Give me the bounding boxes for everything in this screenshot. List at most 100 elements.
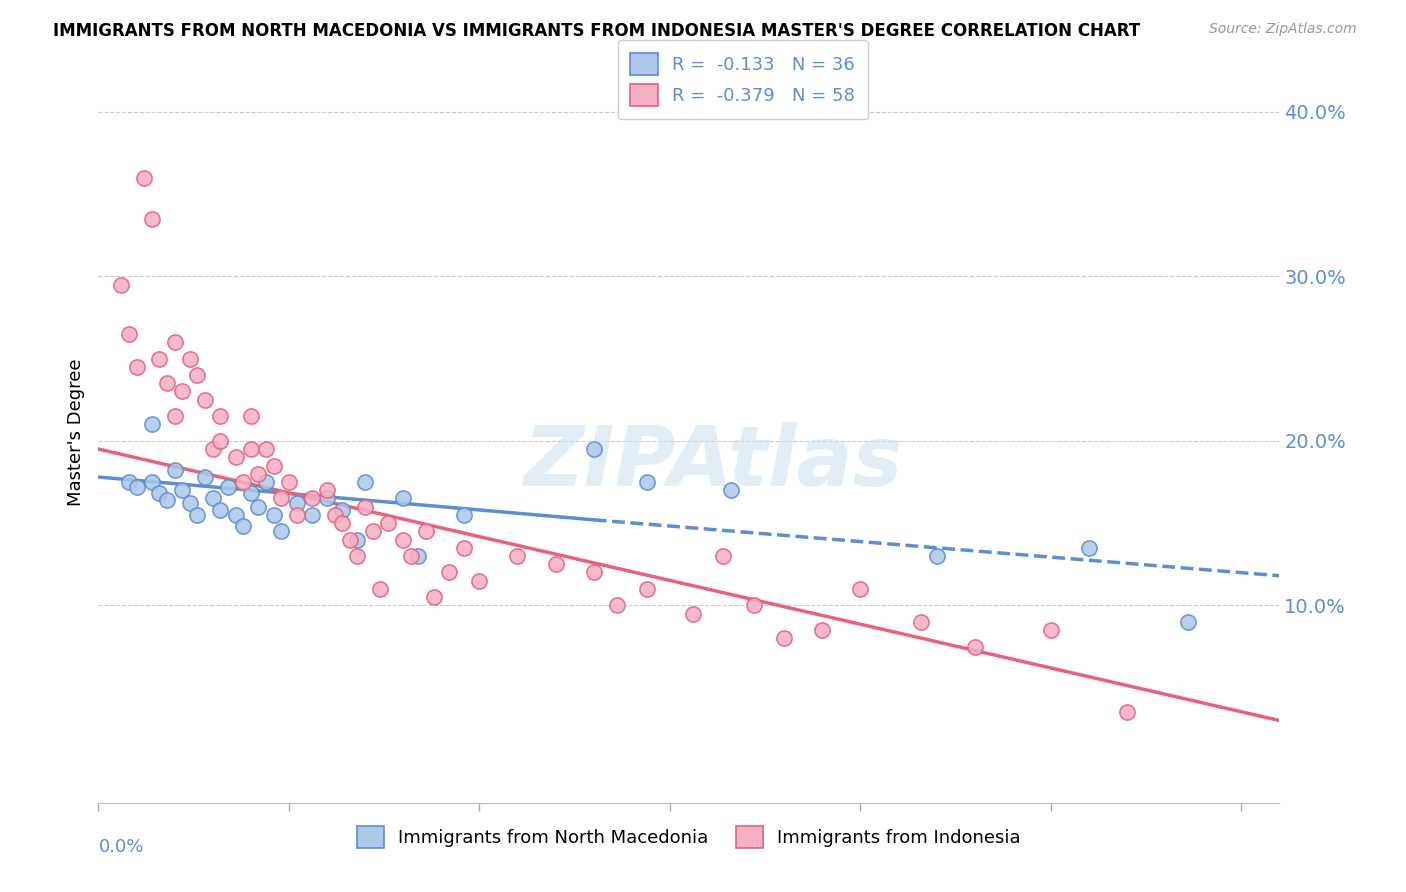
Point <box>742 599 765 613</box>
Point <box>118 475 141 489</box>
Text: 0.0%: 0.0% <box>98 838 143 856</box>
Point <box>141 211 163 226</box>
Point <box>163 335 186 350</box>
Point <box>354 500 377 514</box>
Point <box>377 516 399 530</box>
Point <box>125 480 148 494</box>
Point <box>285 496 308 510</box>
Point <box>370 582 392 596</box>
Point <box>316 483 339 498</box>
Point <box>194 392 217 407</box>
Point <box>636 475 658 489</box>
Text: IMMIGRANTS FROM NORTH MACEDONIA VS IMMIGRANTS FROM INDONESIA MASTER'S DEGREE COR: IMMIGRANTS FROM NORTH MACEDONIA VS IMMIG… <box>53 22 1140 40</box>
Point <box>408 549 430 563</box>
Point <box>163 409 186 424</box>
Point <box>636 582 658 596</box>
Point <box>346 533 368 547</box>
Point <box>316 491 339 506</box>
Point <box>339 533 361 547</box>
Point <box>156 493 179 508</box>
Point <box>270 524 292 539</box>
Point <box>361 524 384 539</box>
Point <box>141 417 163 432</box>
Point <box>277 475 299 489</box>
Point <box>209 409 232 424</box>
Point <box>301 508 323 522</box>
Point <box>544 558 567 572</box>
Point <box>209 434 232 448</box>
Point <box>346 549 368 563</box>
Point <box>270 491 292 506</box>
Point <box>217 480 239 494</box>
Point <box>925 549 948 563</box>
Point <box>301 491 323 506</box>
Y-axis label: Master's Degree: Master's Degree <box>66 359 84 507</box>
Point <box>963 640 986 654</box>
Point <box>285 508 308 522</box>
Point <box>415 524 437 539</box>
Point <box>225 450 247 465</box>
Point <box>682 607 704 621</box>
Point <box>186 368 208 382</box>
Point <box>811 623 834 637</box>
Text: ZIPAtlas: ZIPAtlas <box>523 422 903 503</box>
Point <box>118 326 141 341</box>
Point <box>254 442 277 456</box>
Point <box>201 491 224 506</box>
Point <box>1039 623 1062 637</box>
Point <box>194 470 217 484</box>
Point <box>209 503 232 517</box>
Point <box>468 574 491 588</box>
Point <box>582 442 605 456</box>
Point <box>263 508 285 522</box>
Point <box>201 442 224 456</box>
Point <box>392 491 415 506</box>
Point <box>186 508 208 522</box>
Point <box>141 475 163 489</box>
Point <box>711 549 734 563</box>
Point <box>453 508 475 522</box>
Point <box>453 541 475 555</box>
Point <box>172 483 194 498</box>
Point <box>134 170 156 185</box>
Point <box>606 599 628 613</box>
Point <box>148 486 170 500</box>
Point <box>330 516 353 530</box>
Text: Source: ZipAtlas.com: Source: ZipAtlas.com <box>1209 22 1357 37</box>
Point <box>239 486 262 500</box>
Point <box>330 503 353 517</box>
Point <box>239 409 262 424</box>
Legend: Immigrants from North Macedonia, Immigrants from Indonesia: Immigrants from North Macedonia, Immigra… <box>344 814 1033 861</box>
Point <box>1177 615 1199 629</box>
Point <box>1078 541 1101 555</box>
Point <box>110 277 132 292</box>
Point <box>125 359 148 374</box>
Point <box>156 376 179 391</box>
Point <box>910 615 932 629</box>
Point <box>179 351 201 366</box>
Point <box>148 351 170 366</box>
Point <box>849 582 872 596</box>
Point <box>254 475 277 489</box>
Point <box>399 549 422 563</box>
Point <box>720 483 742 498</box>
Point <box>392 533 415 547</box>
Point <box>247 467 270 481</box>
Point <box>247 500 270 514</box>
Point <box>1116 706 1139 720</box>
Point <box>582 566 605 580</box>
Point <box>172 384 194 399</box>
Point <box>437 566 460 580</box>
Point <box>506 549 529 563</box>
Point <box>354 475 377 489</box>
Point <box>239 442 262 456</box>
Point <box>263 458 285 473</box>
Point <box>232 475 254 489</box>
Point <box>179 496 201 510</box>
Point <box>225 508 247 522</box>
Point <box>232 519 254 533</box>
Point <box>163 463 186 477</box>
Point <box>422 590 444 604</box>
Point <box>323 508 346 522</box>
Point <box>773 632 796 646</box>
